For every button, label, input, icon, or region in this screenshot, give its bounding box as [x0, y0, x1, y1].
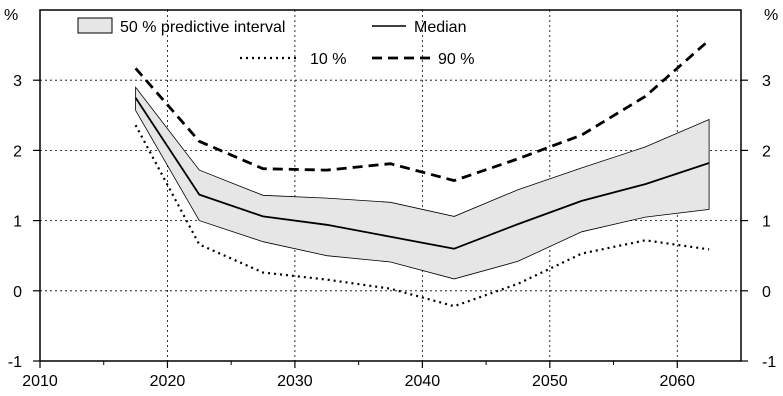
legend: 50 % predictive interval Median 10 % 90 …: [77, 17, 474, 68]
x-tick-label: 2050: [532, 373, 568, 390]
legend-label-median: Median: [414, 19, 466, 36]
y-unit-right-label: %: [764, 7, 778, 24]
x-tick-label: 2010: [22, 373, 58, 390]
legend-label-90pct: 90 %: [438, 51, 474, 68]
axis-layer: 2010 2020 2030 2040 2050 2060 -1 -1 0 0 1 1 2 2 3 3: [8, 73, 777, 390]
y-tick-label-right: 3: [762, 73, 771, 90]
plot-frame: [39, 9, 742, 362]
y-tick-label-left: 0: [13, 284, 22, 301]
band-layer: [135, 86, 710, 280]
legend-swatch-band: [77, 17, 113, 34]
x-tick-label: 2020: [150, 373, 186, 390]
y-tick-label-left: 3: [13, 73, 22, 90]
legend-label-10pct: 10 %: [310, 51, 346, 68]
x-tick-label: 2030: [277, 373, 313, 390]
predictive-interval-band: [135, 86, 710, 280]
y-tick-label-right: -1: [762, 354, 776, 371]
y-tick-label-right: 2: [762, 143, 771, 160]
series-line-10: [134, 124, 710, 308]
series-line-median: [134, 97, 710, 250]
y-tick-label-left: 2: [13, 143, 22, 160]
y-tick-label-left: 1: [13, 214, 22, 231]
x-tick-label: 2040: [405, 373, 441, 390]
legend-label-band: 50 % predictive interval: [120, 19, 285, 36]
y-tick-label-right: 1: [762, 214, 771, 231]
x-tick-label: 2060: [659, 373, 695, 390]
y-tick-label-right: 0: [762, 284, 771, 301]
series-layer: [134, 39, 711, 308]
series-line-90: [134, 39, 711, 183]
y-unit-left-label: %: [4, 7, 18, 24]
y-tick-label-left: -1: [8, 354, 22, 371]
